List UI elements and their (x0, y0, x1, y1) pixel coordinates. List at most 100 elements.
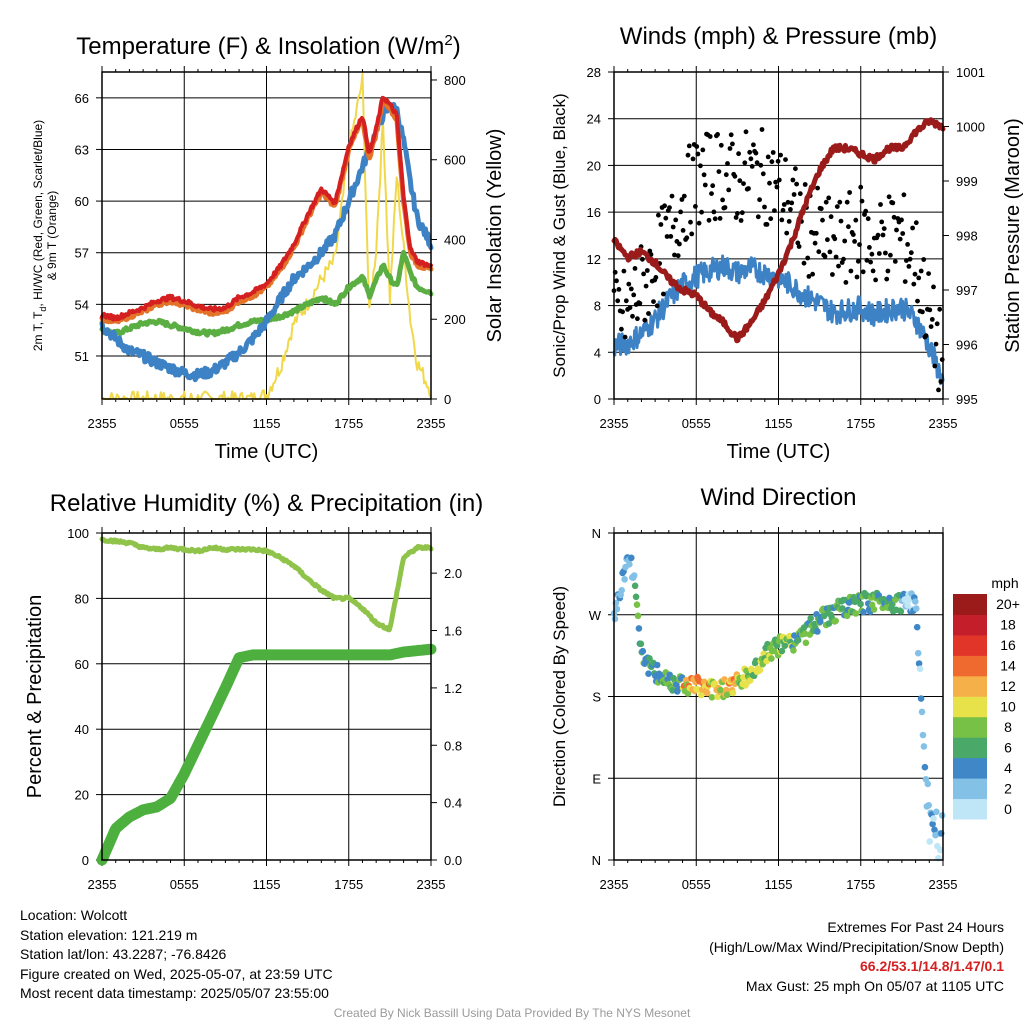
gust-point (669, 193, 675, 199)
direction-point (628, 554, 635, 562)
gust-point (628, 286, 634, 292)
direction-point (904, 602, 911, 609)
y2-tick-label: 600 (444, 153, 466, 168)
colorbar-swatch (953, 778, 987, 800)
gust-point (775, 158, 781, 164)
direction-point (613, 605, 621, 613)
direction-point (832, 617, 839, 625)
y-tick-label: 57 (75, 246, 89, 261)
x-tick-label: 2355 (600, 416, 629, 431)
y-tick-label: 4 (594, 345, 601, 360)
gust-point (631, 292, 637, 298)
direction-point (646, 655, 653, 662)
gust-point (738, 218, 744, 223)
gust-point (654, 303, 660, 309)
gust-point (920, 309, 925, 315)
gust-point (875, 232, 881, 238)
gust-point (668, 234, 674, 239)
y-axis-label: Sonic/Prop Wind & Gust (Blue, Black) (550, 93, 569, 377)
direction-point (633, 601, 641, 608)
gust-point (885, 268, 891, 274)
gust-point (670, 224, 676, 230)
credit-line: Created By Nick Bassill Using Data Provi… (333, 1006, 691, 1020)
gust-point (689, 231, 695, 237)
x-tick-label: 1755 (846, 877, 875, 892)
gust-point (832, 236, 838, 242)
gust-point (890, 200, 896, 206)
ylabel-part: 2m T, T (31, 311, 45, 351)
direction-point (860, 608, 867, 616)
gust-point (810, 271, 815, 277)
y2-axis-label: Solar Insolation (Yellow) (484, 129, 506, 343)
y-axis-label: Direction (Colored By Speed) (550, 586, 569, 807)
direction-point (919, 731, 927, 739)
chart-title-temperature: Temperature (F) & Insolation (W/m2) (76, 32, 460, 60)
direction-point (912, 598, 919, 605)
gust-point (643, 283, 649, 289)
gust-point (784, 230, 790, 236)
gust-point (878, 202, 883, 207)
gust-point (933, 341, 939, 347)
y2-tick-label: 0.0 (444, 853, 462, 868)
gust-point (926, 271, 931, 276)
y-tick-label: 20 (75, 788, 89, 803)
y2-tick-label: 1.2 (444, 681, 462, 696)
gust-point (614, 278, 619, 284)
gust-point (781, 202, 787, 207)
gust-point (765, 154, 771, 160)
sonic-wind-series (612, 254, 945, 386)
x-tick-label: 1755 (334, 877, 363, 892)
gust-point (865, 216, 871, 222)
y2-tick-label: 200 (444, 312, 466, 327)
gust-point (696, 220, 702, 226)
direction-point (781, 642, 789, 649)
gust-point (934, 321, 940, 327)
gust-point (868, 259, 873, 265)
gust-point (706, 217, 712, 223)
gust-point (796, 244, 802, 249)
gust-point (672, 252, 677, 258)
gust-point (653, 275, 659, 280)
gust-point (897, 236, 903, 242)
direction-point (778, 647, 786, 655)
station-elevation: Station elevation: 121.219 m (20, 926, 198, 943)
colorbar-label: 20+ (996, 596, 1020, 612)
gust-point (802, 182, 808, 187)
gust-point (867, 245, 872, 250)
direction-point (926, 838, 933, 845)
gust-point (679, 197, 685, 202)
gust-point (937, 306, 943, 312)
gust-point (855, 258, 861, 264)
gust-point (880, 232, 886, 238)
y2-tick-label: 0.8 (444, 738, 462, 753)
direction-point (857, 600, 864, 608)
gust-point (616, 287, 622, 292)
y-tick-label: W (589, 608, 602, 623)
gust-point (901, 192, 907, 198)
y2-tick-label: 995 (956, 392, 978, 407)
direction-point (914, 649, 922, 657)
direction-point (637, 640, 645, 648)
direction-point (839, 605, 846, 612)
y-tick-label: 28 (587, 65, 601, 80)
x-tick-label: 2355 (88, 877, 117, 892)
y-axis-label-line1: 2m T, Td, HI/WC (Red, Green, Scarlet/Blu… (31, 120, 48, 351)
y-axis-label: Percent & Precipitation (24, 595, 46, 798)
direction-point (933, 808, 940, 816)
gust-point (891, 214, 897, 220)
gust-point (906, 264, 912, 269)
gust-point (904, 258, 909, 263)
gust-point (630, 313, 635, 319)
y-tick-label: 60 (75, 657, 89, 672)
gust-point (722, 205, 728, 210)
y2-tick-label: 1001 (956, 65, 985, 80)
gust-point (635, 316, 640, 322)
gust-point (748, 156, 754, 162)
direction-point (756, 666, 764, 674)
gust-point (673, 217, 679, 223)
y-tick-label: 12 (587, 252, 601, 267)
gust-point (648, 252, 654, 257)
gust-point (850, 232, 856, 238)
gust-point (698, 163, 703, 169)
y-tick-label: 0 (82, 853, 89, 868)
